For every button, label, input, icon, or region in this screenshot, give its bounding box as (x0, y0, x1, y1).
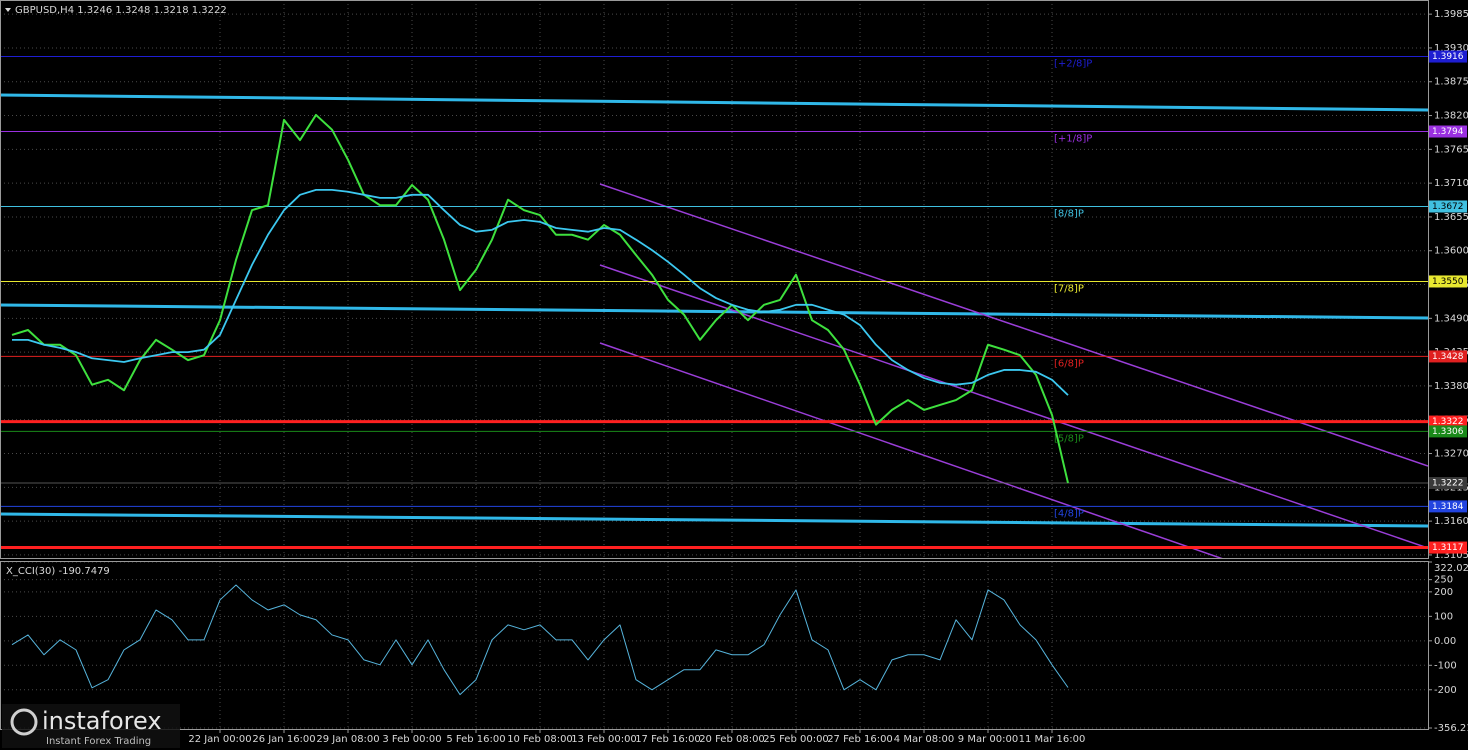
y-tick-label: 1.3820 (1434, 111, 1468, 122)
level-label: [7/8]P (1054, 283, 1084, 294)
price-tag (1429, 125, 1467, 138)
level-label: [+2/8]P (1054, 59, 1092, 70)
menu-arrow[interactable] (5, 8, 11, 12)
x-tick-label: 3 Feb 00:00 (382, 734, 441, 745)
cci-line (11, 584, 1069, 696)
x-tick-label: 11 Mar 16:00 (1019, 734, 1086, 745)
level-label: [8/8]P (1054, 208, 1084, 219)
y-tick-label: 250 (1434, 575, 1453, 586)
y-tick-label: 1.3765 (1434, 144, 1468, 155)
y-tick-label: -356.214 (1434, 723, 1468, 734)
price-tag-label: 1.3184 (1432, 502, 1464, 512)
price-tag (1429, 50, 1467, 63)
x-tick-label: 13 Feb 00:00 (571, 734, 637, 745)
moving-average-line (12, 189, 1069, 396)
x-tick-label: 10 Feb 08:00 (507, 734, 573, 745)
price-pane-frame (0, 0, 1429, 559)
y-tick-label: 1.3380 (1434, 381, 1468, 392)
trend-lines (0, 93, 1428, 558)
y-tick-label: 1.3160 (1434, 516, 1468, 527)
y-tick-label: 1.3655 (1434, 212, 1468, 223)
price-tag-label: 1.3550 (1432, 277, 1464, 287)
level-label: [5/8]P (1054, 433, 1084, 444)
x-tick-label: 4 Mar 08:00 (894, 734, 954, 745)
price-tag-label: 1.3916 (1432, 52, 1464, 62)
chart-title: GBPUSD,H4 1.3246 1.3248 1.3218 1.3222 (15, 5, 227, 16)
x-tick-label: 9 Mar 00:00 (958, 734, 1018, 745)
price-tag (1429, 425, 1467, 438)
indicator-title: X_CCI(30) -190.7479 (6, 566, 110, 577)
y-tick-label: -100 (1434, 660, 1457, 671)
y-tick-label: 1.3710 (1434, 178, 1468, 189)
watermark-logo (10, 708, 38, 736)
y-tick-label: 1.3600 (1434, 246, 1468, 257)
price-tag-label: 1.3428 (1432, 352, 1464, 362)
y-tick-label: 1.3875 (1434, 77, 1468, 88)
price-tag-label: 1.3306 (1432, 427, 1464, 437)
x-tick-label: 26 Jan 16:00 (252, 734, 315, 745)
price-tag-label: 1.3222 (1432, 479, 1464, 489)
regression-line (0, 93, 1428, 112)
price-tag-label: 1.3794 (1432, 127, 1464, 137)
y-tick-label: 0.00 (1434, 636, 1456, 647)
level-layer: [+2/8]P [+1/8]P [8/8]P [7/8]P [6/8]P [5/8]P [4… (0, 56, 1428, 550)
regression-line (0, 303, 1428, 320)
x-tick-label: 5 Feb 16:00 (446, 734, 505, 745)
channel-line (599, 264, 1428, 549)
price-tag-label: 1.3672 (1432, 202, 1464, 212)
x-tick-label: 27 Feb 16:00 (827, 734, 893, 745)
price-tag-label: 1.3117 (1432, 543, 1464, 553)
y-tick-label: 200 (1434, 587, 1453, 598)
x-tick-label: 22 Jan 00:00 (188, 734, 251, 745)
price-tag (1429, 500, 1467, 513)
y-tick-label: 1.3270 (1434, 449, 1468, 460)
y-tick-label: 322.0224 (1434, 563, 1468, 574)
channel-line (599, 342, 1223, 558)
x-tick-label: 29 Jan 08:00 (316, 734, 379, 745)
price-line (11, 113, 1069, 484)
y-tick-label: 1.3490 (1434, 313, 1468, 324)
y-tick-label: 100 (1434, 611, 1453, 622)
series-layer (11, 113, 1069, 696)
grid-layer (0, 0, 1428, 729)
watermark-brand: instaforex (42, 707, 162, 735)
x-tick-label: 25 Feb 00:00 (763, 734, 829, 745)
price-tag (1429, 541, 1467, 554)
price-tag (1429, 200, 1467, 213)
level-label: [6/8]P (1054, 358, 1084, 369)
watermark-tagline: Instant Forex Trading (46, 736, 151, 747)
x-tick-label: 20 Feb 08:00 (699, 734, 765, 745)
level-label: [4/8]P (1054, 508, 1084, 519)
price-tag-label: 1.3322 (1432, 417, 1464, 427)
y-tick-label: 1.3105 (1434, 550, 1468, 561)
y-tick-label: -200 (1434, 685, 1457, 696)
price-tag (1429, 415, 1467, 428)
y-tick-label: 1.3930 (1434, 43, 1468, 54)
regression-line (0, 512, 1428, 528)
x-tick-label: 17 Feb 16:00 (635, 734, 701, 745)
level-label: [+1/8]P (1054, 134, 1092, 145)
channel-line (599, 183, 1428, 467)
price-tag (1429, 275, 1467, 288)
axis-layer: 1.3985 1.3930 1.3875 1.3820 1.3765 1.3710 1.36… (188, 9, 1468, 745)
cci-pane-frame (0, 561, 1429, 730)
price-tag (1429, 350, 1467, 363)
tag-layer: 1.39161.37941.36721.35501.34281.33221.33… (1429, 50, 1467, 554)
price-tag (1429, 477, 1467, 490)
y-tick-label: 1.3985 (1434, 9, 1468, 20)
watermark: instaforex Instant Forex Trading (2, 704, 180, 748)
